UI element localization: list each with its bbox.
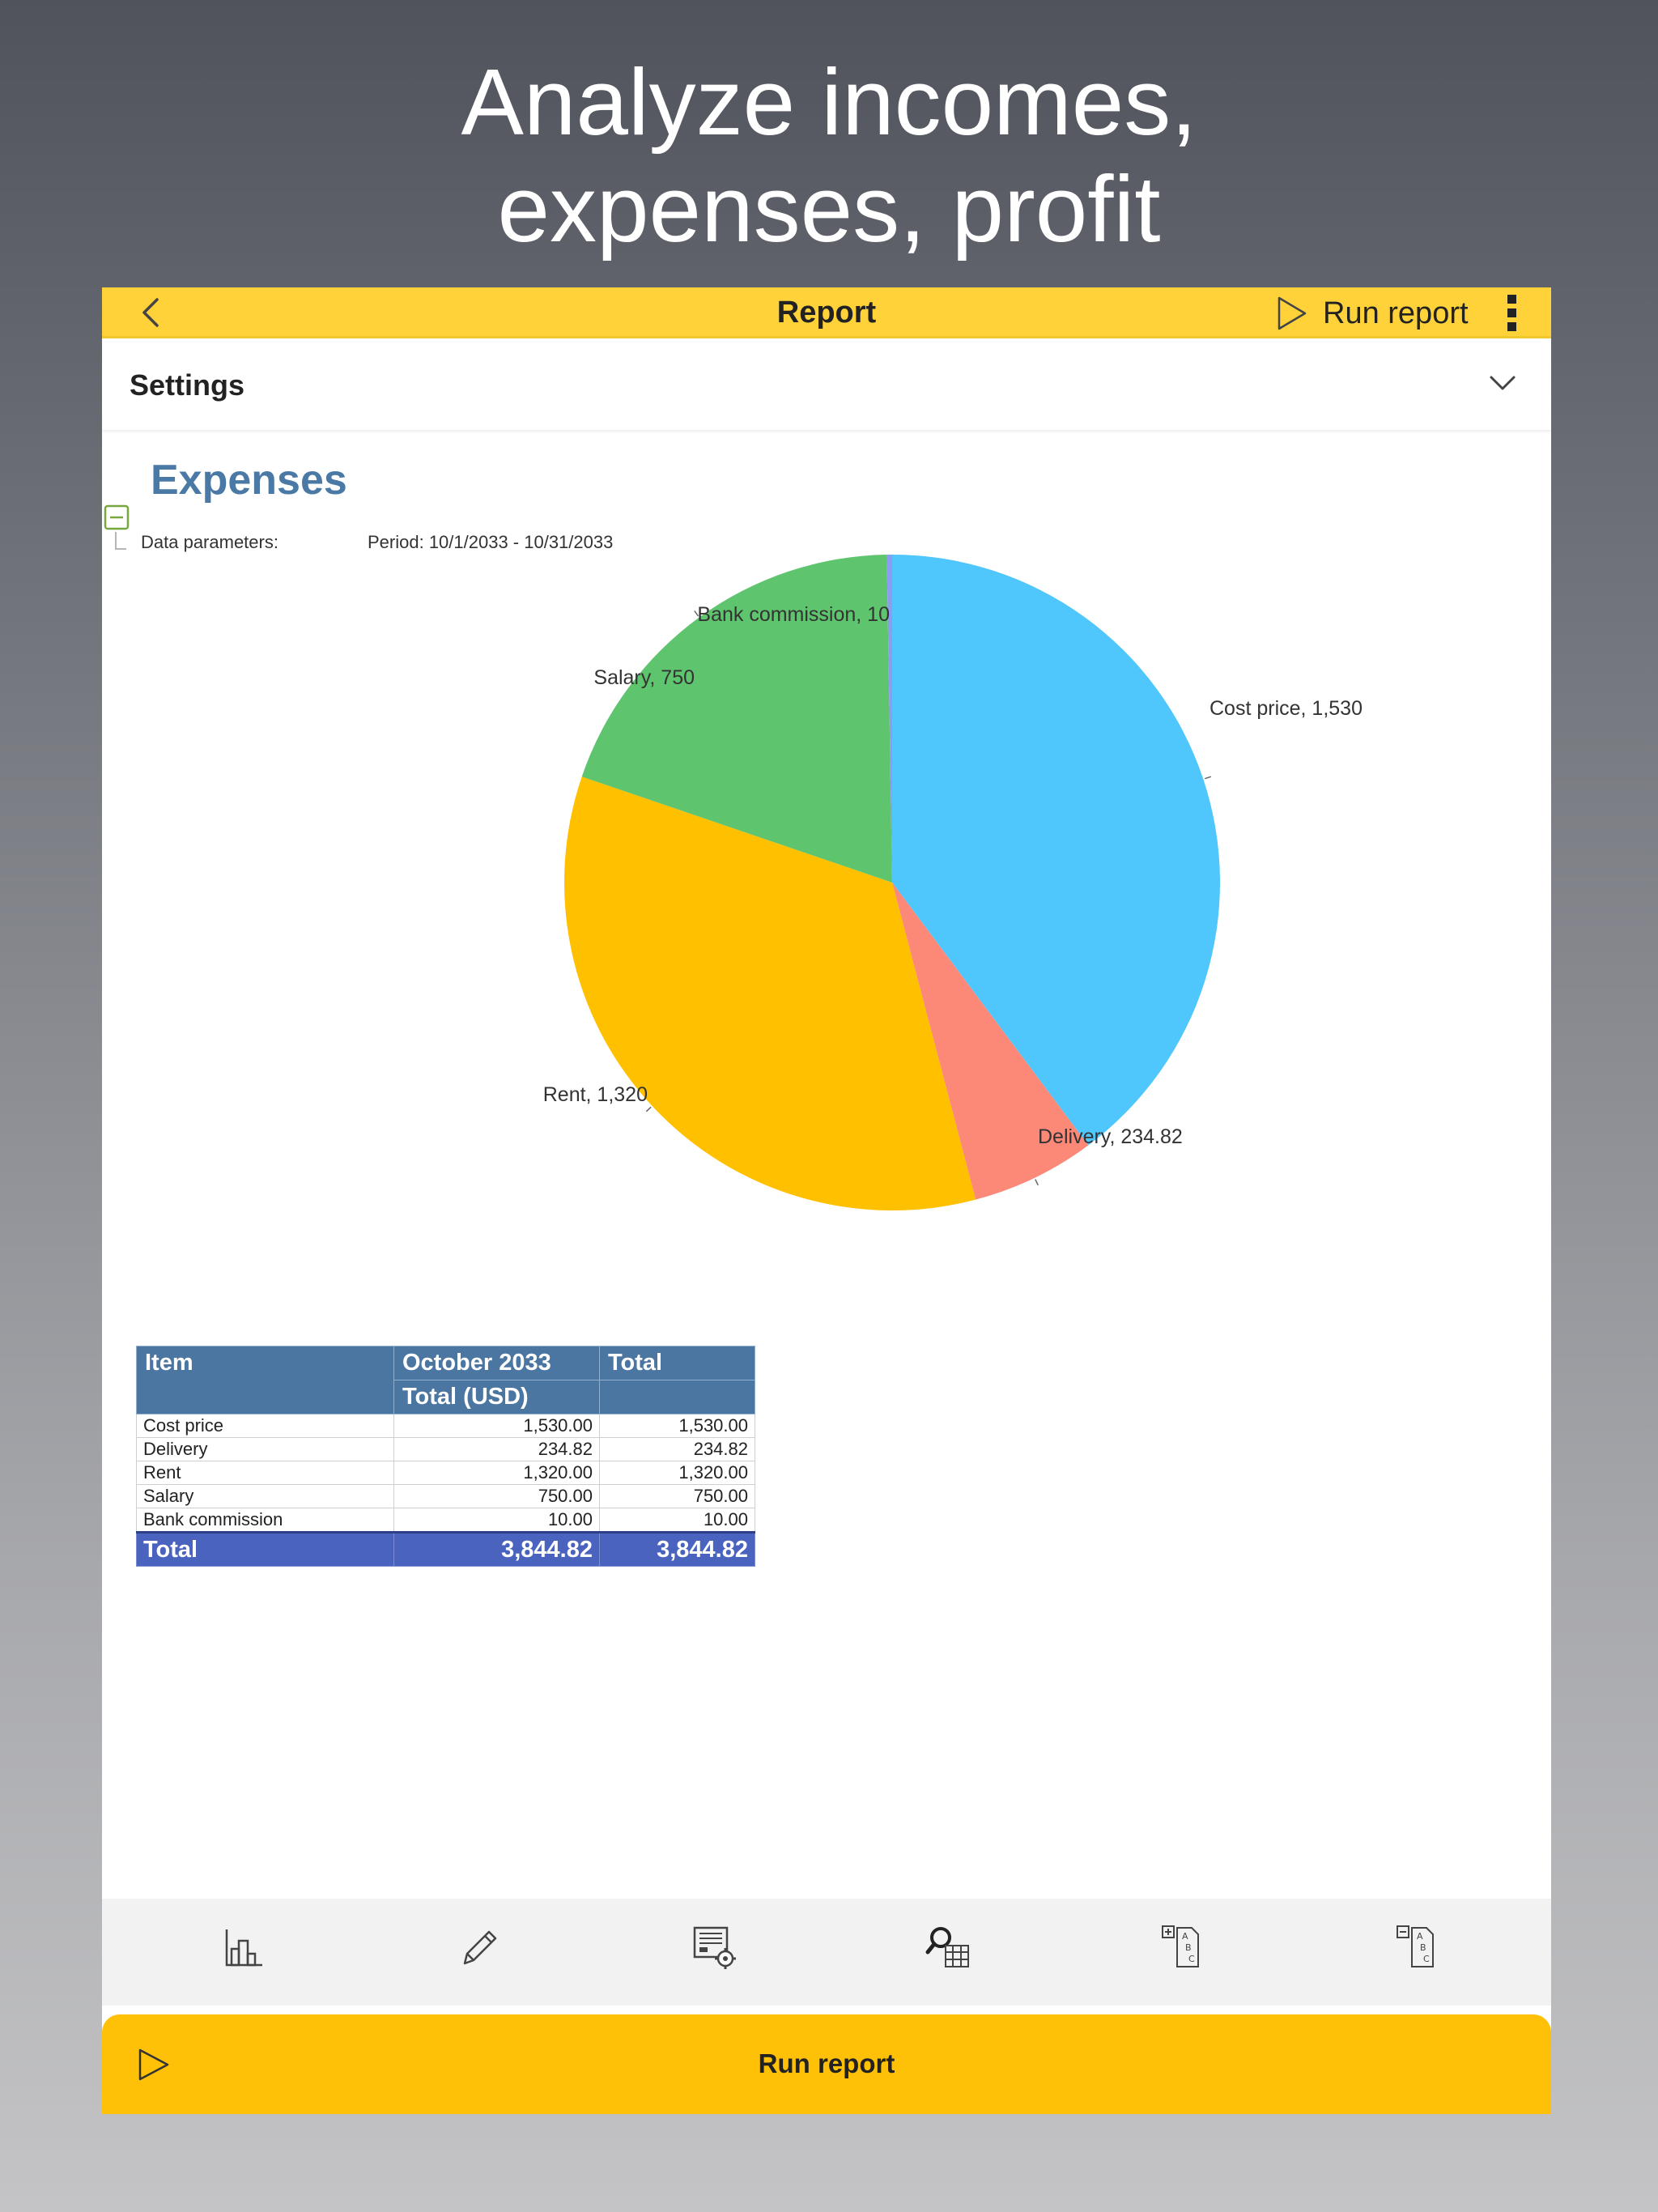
header-sub-period: Total (USD) bbox=[393, 1380, 600, 1414]
data-parameters-value: Period: 10/1/2033 - 10/31/2033 bbox=[368, 532, 614, 552]
run-report-button[interactable]: Run report bbox=[102, 2014, 1551, 2114]
collapse-section-icon[interactable] bbox=[104, 504, 130, 530]
report-settings-button[interactable] bbox=[690, 1923, 738, 1972]
chart-icon bbox=[225, 1929, 262, 1967]
expenses-table: Item October 2033 Total Total (USD) Cost… bbox=[136, 1346, 755, 1567]
table-row: Delivery 234.82 234.82 bbox=[136, 1437, 755, 1461]
row-item: Cost price bbox=[136, 1414, 394, 1438]
table-row: Rent 1,320.00 1,320.00 bbox=[136, 1461, 755, 1485]
row-period-value: 750.00 bbox=[393, 1484, 600, 1508]
search-table-icon bbox=[925, 1927, 969, 1967]
header-period: October 2033 bbox=[393, 1346, 600, 1380]
table-header-row: Item October 2033 Total bbox=[136, 1346, 755, 1414]
row-total-value: 10.00 bbox=[599, 1508, 755, 1533]
pie-slice-label: Bank commission, 10 bbox=[697, 603, 890, 626]
expenses-pie-chart: Cost price, 1,530 Delivery, 234.82 Rent, 1… bbox=[543, 555, 1363, 1210]
row-period-value: 1,320.00 bbox=[393, 1461, 600, 1485]
total-period-value: 3,844.82 bbox=[393, 1531, 600, 1567]
headline-line-1: Analyze incomes, bbox=[461, 49, 1197, 155]
expand-groups-icon: A B C bbox=[1162, 1925, 1199, 1967]
row-period-value: 10.00 bbox=[393, 1508, 600, 1533]
pie-slice bbox=[886, 555, 892, 883]
pie-slice bbox=[581, 555, 892, 883]
row-item: Delivery bbox=[136, 1437, 394, 1461]
row-total-value: 234.82 bbox=[599, 1437, 755, 1461]
row-item: Salary bbox=[136, 1484, 394, 1508]
header-sub-total bbox=[599, 1380, 755, 1414]
row-period-value: 1,530.00 bbox=[393, 1414, 600, 1438]
row-item: Bank commission bbox=[136, 1508, 394, 1533]
pie-slice bbox=[564, 776, 976, 1210]
svg-text:A: A bbox=[1417, 1931, 1423, 1942]
tree-connector bbox=[115, 532, 126, 550]
header-item: Item bbox=[136, 1346, 394, 1414]
table-subheader-row: Total (USD) bbox=[137, 1380, 755, 1414]
svg-text:B: B bbox=[1420, 1942, 1426, 1953]
back-button[interactable] bbox=[134, 295, 170, 330]
expand-groups-button[interactable]: A B C bbox=[1159, 1923, 1208, 1972]
table-row: Cost price 1,530.00 1,530.00 bbox=[136, 1414, 755, 1438]
pie-slice-label: Salary, 750 bbox=[593, 666, 695, 689]
run-report-top-button[interactable]: Run report bbox=[1276, 291, 1469, 336]
total-label: Total bbox=[136, 1531, 394, 1567]
pie-slice bbox=[892, 883, 1089, 1200]
collapse-groups-button[interactable]: A B C bbox=[1394, 1923, 1443, 1972]
table-row: Salary 750.00 750.00 bbox=[136, 1484, 755, 1508]
chevron-left-icon bbox=[142, 298, 159, 327]
pie-leader-line bbox=[645, 1106, 652, 1112]
row-total-value: 750.00 bbox=[599, 1484, 755, 1508]
headline-line-2: expenses, profit bbox=[497, 156, 1161, 262]
more-vertical-icon bbox=[1507, 295, 1516, 331]
pie-slice-label: Delivery, 234.82 bbox=[1038, 1125, 1183, 1148]
header-total: Total bbox=[599, 1346, 755, 1380]
svg-text:C: C bbox=[1188, 1954, 1195, 1964]
row-total-value: 1,530.00 bbox=[599, 1414, 755, 1438]
pie-slice bbox=[892, 555, 1220, 1146]
pie-leader-line bbox=[1205, 776, 1212, 780]
table-total-row: Total 3,844.82 3,844.82 bbox=[136, 1531, 755, 1567]
bottom-toolbar: A B C A B C bbox=[102, 1899, 1551, 2006]
pie-leader-line bbox=[694, 610, 699, 617]
report-title: Expenses bbox=[151, 457, 347, 504]
chart-button[interactable] bbox=[220, 1923, 269, 1972]
play-icon bbox=[1278, 296, 1307, 330]
more-menu-button[interactable] bbox=[1499, 291, 1524, 336]
edit-button[interactable] bbox=[455, 1923, 504, 1972]
table-row: Bank commission 10.00 10.00 bbox=[136, 1508, 755, 1533]
pie-slice-label: Rent, 1,320 bbox=[543, 1083, 648, 1106]
pie-slice-label: Cost price, 1,530 bbox=[1209, 697, 1363, 720]
settings-label: Settings bbox=[130, 368, 245, 402]
chevron-down-icon bbox=[1490, 376, 1516, 390]
row-item: Rent bbox=[136, 1461, 394, 1485]
svg-text:A: A bbox=[1182, 1931, 1188, 1942]
edit-pencil-icon bbox=[463, 1930, 497, 1965]
page-title: Report bbox=[776, 296, 877, 330]
top-app-bar: Report Run report bbox=[102, 287, 1551, 338]
settings-expander[interactable]: Settings bbox=[102, 341, 1551, 430]
row-period-value: 234.82 bbox=[393, 1437, 600, 1461]
pie-leader-line bbox=[1035, 1179, 1039, 1186]
report-settings-icon bbox=[693, 1926, 736, 1969]
svg-text:C: C bbox=[1423, 1954, 1430, 1964]
promo-headline: Analyze incomes, expenses, profit bbox=[0, 49, 1658, 262]
run-report-label: Run report bbox=[758, 2048, 895, 2078]
search-table-button[interactable] bbox=[925, 1923, 973, 1972]
play-icon bbox=[138, 2048, 169, 2081]
app-window: Report Run report Settings Expenses Data… bbox=[102, 287, 1551, 2114]
row-total-value: 1,320.00 bbox=[599, 1461, 755, 1485]
run-report-top-label: Run report bbox=[1323, 296, 1469, 330]
data-parameters-label: Data parameters: bbox=[141, 532, 278, 552]
collapse-groups-icon: A B C bbox=[1397, 1925, 1434, 1967]
total-total-value: 3,844.82 bbox=[599, 1531, 755, 1567]
svg-text:B: B bbox=[1185, 1942, 1192, 1953]
